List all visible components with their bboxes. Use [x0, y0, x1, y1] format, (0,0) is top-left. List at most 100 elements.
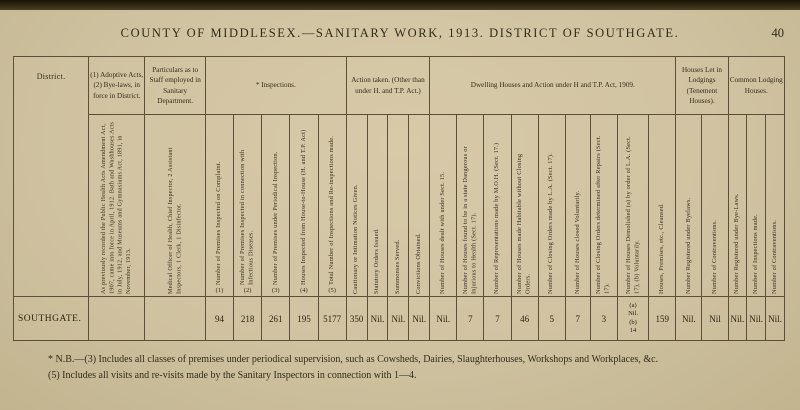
rotated-column-label: Number of Houses Demolished (a) by order… — [624, 136, 641, 294]
data-cell: Nil. — [429, 296, 458, 341]
data-cell: Nil. — [727, 296, 748, 341]
page-number: 40 — [771, 26, 785, 40]
sanitary-work-table: District. (1) Adoptive Acts, (2) Bye-law… — [12, 56, 786, 341]
rotated-column-label: Convictions Obtained. — [415, 233, 422, 294]
sub-header-closing-orders-la: Number of Closing Orders made by L.A. (S… — [537, 114, 566, 297]
data-cell: 7 — [564, 296, 591, 341]
rotated-column-label: Number of Houses dealt with under Sect. … — [439, 171, 446, 294]
col-header-common-lodging: Common Lodging Houses. — [727, 56, 786, 115]
rotated-column-label: Statutory Orders Issued. — [373, 228, 381, 294]
rotated-column-label: Medical Officer of Health, Chief Inspect… — [166, 147, 183, 294]
column-number: (5) — [328, 287, 336, 294]
sub-header-common-registered: Number Registered under Bye-Laws. — [727, 114, 748, 297]
sub-header-summonses-served: Summonses Served. — [387, 114, 410, 297]
data-cell: 94 — [204, 296, 235, 341]
rotated-column-label: Number of Premises under Periodical Insp… — [271, 151, 279, 285]
sub-header-houses-demolished: Number of Houses Demolished (a) by order… — [616, 114, 650, 297]
rotated-column-label: As previously recorded the Public Health… — [100, 121, 133, 294]
rotated-column-label: Number of Inspections made. — [751, 214, 759, 294]
footnote-1: * N.B.—(3) Includes all classes of premi… — [48, 354, 659, 365]
rotated-column-label: Number of Houses closed Voluntarily. — [573, 190, 581, 294]
data-cell: 7 — [456, 296, 485, 341]
data-cell-demolished: (a) Nil. (b) 14 — [616, 296, 650, 341]
data-cell: 7 — [483, 296, 512, 341]
sub-header-common-inspections: Number of Inspections made. — [746, 114, 767, 297]
data-cell: 261 — [261, 296, 291, 341]
footnote-2: (5) Includes all visits and re-visits ma… — [48, 369, 417, 381]
data-cell: Nil — [701, 296, 729, 341]
rotated-column-label: Number of Representations made by M.O.H.… — [493, 142, 501, 294]
sub-header-representations-moh: Number of Representations made by M.O.H.… — [483, 114, 512, 297]
sub-header-common-contraventions: Number of Contraventions. — [765, 114, 785, 297]
data-cell: Nil. — [366, 296, 389, 341]
sub-header-staff-note: Medical Officer of Health, Chief Inspect… — [144, 114, 206, 297]
col-header-action-taken: Action taken. (Other than under H. and T… — [345, 56, 431, 115]
sub-header-total-inspections: Total Number of Inspections and Re-inspe… — [317, 114, 347, 297]
rotated-column-label: Number of Closing Orders made by L.A. (S… — [547, 153, 555, 294]
col-header-district: District. — [12, 56, 90, 297]
page-edge-shadow — [0, 0, 800, 10]
rotated-column-label: Number of Houses made Habitable without … — [516, 153, 532, 294]
rotated-column-label: Houses, Premises, etc., Cleansed. — [658, 203, 666, 294]
data-cell: 5 — [537, 296, 566, 341]
col-header-adoptive-acts: (1) Adoptive Acts, (2) Bye-laws, in forc… — [88, 56, 146, 115]
sub-header-cautionary-notices: Cautionary or Intimation Notices Given. — [345, 114, 368, 297]
col-header-houses-let-lodgings: Houses Let in Lodgings (Tenement Houses)… — [675, 56, 729, 115]
footnotes: * N.B.—(3) Includes all classes of premi… — [20, 352, 780, 383]
sub-header-orders-determined: Number of Closing Orders determined afte… — [589, 114, 618, 297]
group-header-row: District. (1) Adoptive Acts, (2) Bye-law… — [12, 56, 786, 297]
district-name-cell: SOUTHGATE. — [12, 296, 90, 341]
column-number: (2) — [243, 287, 252, 294]
sub-header-periodical-inspection: Number of Premises under Periodical Insp… — [261, 114, 291, 297]
page-title: COUNTY OF MIDDLESEX.—SANITARY WORK, 1913… — [120, 26, 680, 40]
table-row-southgate: SOUTHGATE. 94 218 261 195 5177 350 Nil. … — [12, 296, 785, 341]
sub-header-convictions-obtained: Convictions Obtained. — [408, 114, 431, 297]
data-cell: 195 — [289, 296, 319, 341]
data-cell: Nil. — [408, 296, 431, 341]
data-cell-staff-empty — [144, 296, 206, 341]
data-cell: 3 — [589, 296, 618, 341]
rotated-column-label: Number Registered under Bye-Laws. — [733, 193, 741, 294]
sub-header-dangerous-to-health: Number of Houses found to be in a state … — [456, 114, 485, 297]
sub-header-premises-cleansed: Houses, Premises, etc., Cleansed. — [648, 114, 677, 297]
sub-header-lodgings-contraventions: Number of Contraventions. — [701, 114, 729, 297]
data-cell-adoptive-empty — [88, 296, 146, 341]
page-header: COUNTY OF MIDDLESEX.—SANITARY WORK, 1913… — [0, 26, 800, 44]
data-cell: Nil. — [675, 296, 703, 341]
rotated-column-label: Cautionary or Intimation Notices Given. — [352, 184, 360, 294]
sub-header-registered-byelaws: Number Registered under Byelaws. — [675, 114, 703, 297]
rotated-column-label: Number of Closing Orders determined afte… — [595, 135, 611, 294]
col-header-inspections: * Inspections. — [204, 56, 347, 115]
column-number: (3) — [271, 287, 280, 294]
data-cell: 159 — [648, 296, 677, 341]
sub-header-infectious-diseases: Number of Premises Inspected in connecti… — [233, 114, 263, 297]
data-cell: Nil. — [746, 296, 767, 341]
column-number: (1) — [215, 287, 224, 294]
rotated-header-row: As previously recorded the Public Health… — [14, 114, 785, 297]
rotated-column-label: Number of Premises Inspected in connecti… — [239, 149, 255, 285]
data-cell: 218 — [233, 296, 263, 341]
data-cell: Nil. — [387, 296, 410, 341]
rotated-column-label: Number of Houses found to be in a state … — [461, 146, 478, 294]
data-cell: 5177 — [317, 296, 347, 341]
column-number: (4) — [300, 287, 308, 294]
rotated-column-label: Total Number of Inspections and Re-inspe… — [327, 136, 335, 285]
sub-header-statutory-orders: Statutory Orders Issued. — [366, 114, 389, 297]
rotated-column-label: Number of Contraventions. — [770, 219, 778, 294]
rotated-column-label: Number of Contraventions. — [710, 219, 718, 294]
sub-header-sect15: Number of Houses dealt with under Sect. … — [429, 114, 458, 297]
rotated-column-label: Houses Inspected from House-to-House (H.… — [299, 129, 307, 285]
sub-header-inspected-on-complaint: Number of Premises Inspected on Complain… — [204, 114, 235, 297]
data-cell: Nil. — [765, 296, 785, 341]
rotated-column-label: Number Registered under Byelaws. — [684, 197, 692, 294]
col-header-staff: Particulars as to Staff employed in Sani… — [144, 56, 206, 115]
sub-header-closed-voluntarily: Number of Houses closed Voluntarily. — [564, 114, 591, 297]
col-header-dwelling-houses: Dwelling Houses and Action under H and T… — [429, 56, 677, 115]
data-cell: 46 — [510, 296, 539, 341]
data-cell: 350 — [345, 296, 368, 341]
sub-header-adoptive-note: As previously recorded the Public Health… — [88, 114, 146, 297]
sub-header-made-habitable: Number of Houses made Habitable without … — [510, 114, 539, 297]
rotated-column-label: Summonses Served. — [394, 239, 402, 294]
sub-header-house-to-house: Houses Inspected from House-to-House (H.… — [289, 114, 319, 297]
rotated-column-label: Number of Premises Inspected on Complain… — [215, 161, 223, 285]
